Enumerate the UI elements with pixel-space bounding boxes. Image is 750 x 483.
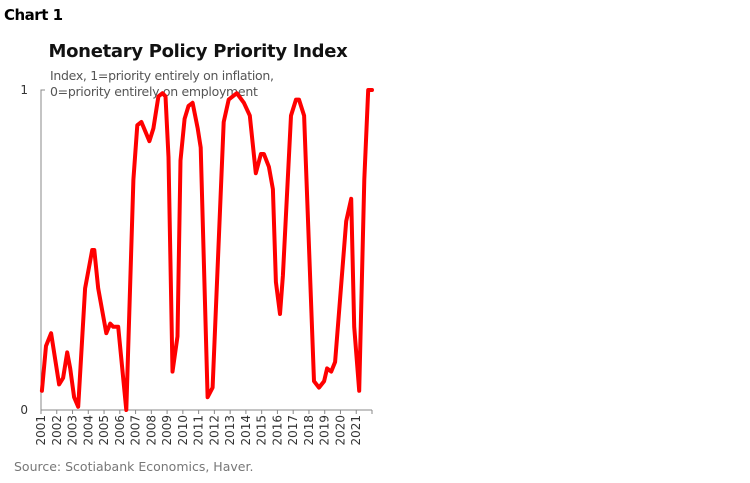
series-line <box>39 88 374 412</box>
x-tick-label: 2014 <box>239 415 253 446</box>
y-tick-label: 0 <box>20 403 28 417</box>
x-tick-label: 2002 <box>50 415 64 446</box>
x-tick-label: 2003 <box>66 415 80 446</box>
x-tick-label: 2005 <box>97 415 111 446</box>
x-tick-label: 2010 <box>176 415 190 446</box>
chart-number-label: Chart 1 <box>4 6 63 24</box>
x-tick-label: 2012 <box>207 415 221 446</box>
y-axis <box>40 89 45 410</box>
x-tick-label: 2009 <box>160 415 174 446</box>
x-tick-label: 2018 <box>302 415 316 446</box>
x-tick-label: 2006 <box>113 415 127 446</box>
x-tick-label: 2001 <box>34 415 48 446</box>
chart-subtitle-line-1: Index, 1=priority entirely on inflation, <box>50 68 274 83</box>
source-note: Source: Scotiabank Economics, Haver. <box>14 459 254 474</box>
x-tick-label: 2015 <box>255 415 269 446</box>
chart-title: Monetary Policy Priority Index <box>48 41 348 62</box>
x-tick-label: 2020 <box>333 415 347 446</box>
x-tick-label: 2013 <box>223 415 237 446</box>
x-tick-label: 2008 <box>144 415 158 446</box>
x-tick-label: 2004 <box>81 415 95 446</box>
x-tick-label: 2011 <box>192 415 206 446</box>
y-tick-label: 1 <box>20 83 28 97</box>
x-tick-label: 2019 <box>318 415 332 446</box>
x-tick-label: 2021 <box>349 415 363 446</box>
x-tick-label: 2017 <box>286 415 300 446</box>
chart-subtitle-line-2: 0=priority entirely on employment <box>50 84 258 99</box>
x-tick-label: 2007 <box>129 415 143 446</box>
x-tick-label: 2016 <box>270 415 284 446</box>
